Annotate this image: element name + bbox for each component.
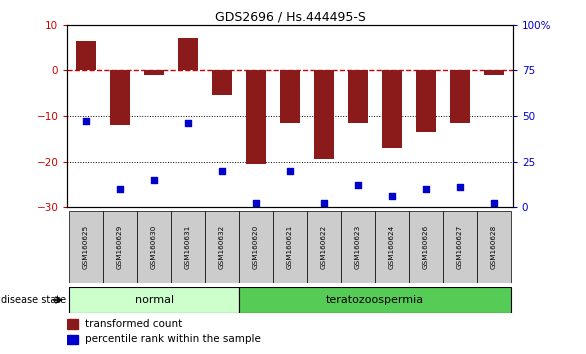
Point: [183, 120, 193, 126]
Text: GSM160630: GSM160630: [151, 225, 157, 269]
Text: percentile rank within the sample: percentile rank within the sample: [84, 335, 260, 344]
Text: GSM160627: GSM160627: [457, 225, 463, 269]
Bar: [239, 211, 273, 283]
Bar: [246, 70, 266, 164]
Point: [149, 177, 159, 183]
Bar: [382, 70, 402, 148]
Bar: [280, 70, 300, 123]
Bar: [67, 335, 79, 344]
Bar: [314, 70, 334, 159]
Bar: [103, 211, 137, 283]
Bar: [443, 211, 477, 283]
Text: GSM160621: GSM160621: [287, 225, 293, 269]
Text: GSM160620: GSM160620: [253, 225, 259, 269]
Bar: [178, 39, 198, 70]
Bar: [69, 211, 103, 283]
Bar: [67, 319, 79, 329]
Point: [251, 201, 261, 206]
Text: GSM160628: GSM160628: [491, 225, 497, 269]
Bar: [416, 70, 436, 132]
Point: [81, 119, 91, 124]
Bar: [212, 70, 232, 96]
Text: GSM160631: GSM160631: [185, 225, 191, 269]
Point: [489, 201, 499, 206]
Point: [387, 193, 397, 199]
Bar: [205, 211, 239, 283]
Bar: [450, 70, 470, 123]
Bar: [307, 211, 341, 283]
Text: GSM160622: GSM160622: [321, 225, 327, 269]
Text: GSM160632: GSM160632: [219, 225, 225, 269]
Bar: [137, 211, 171, 283]
Point: [421, 186, 431, 192]
Title: GDS2696 / Hs.444495-S: GDS2696 / Hs.444495-S: [214, 11, 366, 24]
Text: teratozoospermia: teratozoospermia: [326, 295, 424, 305]
Bar: [171, 211, 205, 283]
Bar: [69, 287, 239, 313]
Bar: [110, 70, 130, 125]
Point: [115, 186, 125, 192]
Bar: [273, 211, 307, 283]
Text: GSM160625: GSM160625: [83, 225, 89, 269]
Bar: [341, 211, 375, 283]
Text: GSM160623: GSM160623: [355, 225, 361, 269]
Bar: [375, 211, 409, 283]
Text: GSM160626: GSM160626: [423, 225, 429, 269]
Point: [319, 201, 329, 206]
Text: transformed count: transformed count: [84, 319, 182, 330]
Bar: [239, 287, 511, 313]
Bar: [409, 211, 443, 283]
Bar: [348, 70, 368, 123]
Bar: [484, 70, 504, 75]
Bar: [144, 70, 164, 75]
Text: normal: normal: [135, 295, 173, 305]
Point: [217, 168, 227, 173]
Bar: [477, 211, 511, 283]
Bar: [76, 41, 96, 70]
Text: GSM160624: GSM160624: [389, 225, 395, 269]
Point: [285, 168, 295, 173]
Point: [353, 182, 363, 188]
Point: [455, 184, 465, 190]
Text: GSM160629: GSM160629: [117, 225, 123, 269]
Text: disease state: disease state: [1, 295, 66, 305]
